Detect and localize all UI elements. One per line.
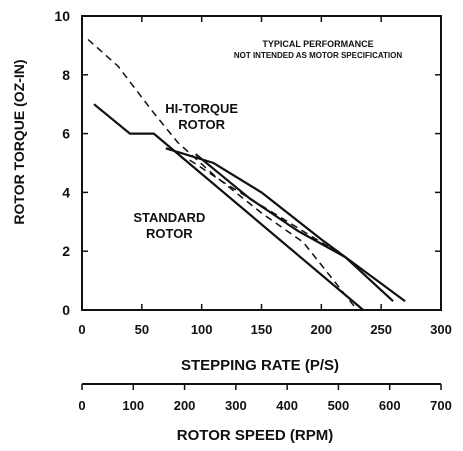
x2-tick-label-2: 200 [174, 398, 196, 413]
y-tick-label-3: 6 [62, 126, 70, 142]
x-tick-label-3: 150 [251, 322, 273, 337]
y-axis-label: ROTOR TORQUE (OZ-IN) [11, 59, 27, 224]
series-line-1 [87, 38, 358, 311]
series-line-3 [189, 159, 346, 258]
series-line-4 [195, 153, 394, 303]
y-tick-label-1: 2 [62, 243, 70, 259]
annotation-0-line-1: ROTOR [178, 117, 225, 132]
y-tick-label-0: 0 [62, 302, 70, 318]
x-axis-label: STEPPING RATE (P/S) [181, 357, 339, 374]
y-tick-label-4: 8 [62, 67, 70, 83]
performance-note-line-2: NOT INTENDED AS MOTOR SPECIFICATION [234, 51, 403, 60]
annotation-1-line-1: ROTOR [146, 226, 193, 241]
x-tick-label-0: 0 [78, 322, 85, 337]
x2-axis-label: ROTOR SPEED (RPM) [177, 427, 333, 444]
x2-tick-label-7: 700 [430, 398, 452, 413]
x-tick-label-1: 50 [135, 322, 149, 337]
x-tick-label-6: 300 [430, 322, 452, 337]
performance-note-line-1: TYPICAL PERFORMANCE [262, 39, 373, 49]
x2-tick-label-6: 600 [379, 398, 401, 413]
y-tick-label-5: 10 [54, 8, 70, 24]
x2-tick-label-0: 0 [78, 398, 85, 413]
plot-area [81, 15, 442, 311]
x-tick-label-4: 200 [310, 322, 332, 337]
series-group [87, 38, 406, 311]
x2-tick-label-5: 500 [328, 398, 350, 413]
x-tick-label-5: 250 [370, 322, 392, 337]
y-tick-label-2: 4 [62, 184, 70, 200]
x2-tick-label-3: 300 [225, 398, 247, 413]
series-line-0 [93, 103, 364, 311]
annotation-0-line-0: HI-TORQUE [165, 101, 238, 116]
x-tick-label-2: 100 [191, 322, 213, 337]
annotation-1-line-0: STANDARD [133, 210, 205, 225]
x2-tick-label-4: 400 [276, 398, 298, 413]
x2-tick-label-1: 100 [122, 398, 144, 413]
plot-frame [81, 15, 442, 311]
